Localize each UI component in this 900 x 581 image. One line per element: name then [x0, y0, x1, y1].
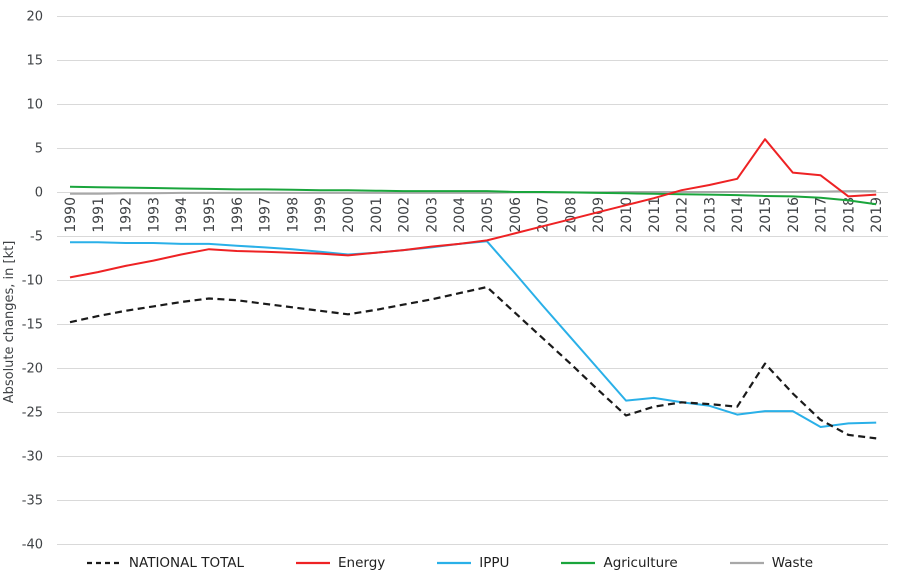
series-lines [69, 138, 877, 440]
y-axis-tick: 10 [26, 98, 43, 113]
legend-item-ippu: IPPU [437, 555, 509, 571]
x-axis-tick: 2006 [508, 197, 524, 233]
gridlines [57, 16, 888, 545]
x-axis-tick: 2019 [869, 197, 885, 233]
legend-label: NATIONAL TOTAL [128, 555, 245, 571]
ippu-line [70, 240, 877, 428]
legend-label: Waste [771, 555, 814, 571]
y-axis-tick: -35 [22, 494, 43, 509]
y-axis-title: Absolute changes, in [kt] [2, 241, 17, 404]
x-axis-tick: 1990 [63, 197, 79, 233]
x-axis-tick: 2010 [619, 197, 635, 233]
x-axis-tick: 2003 [424, 197, 440, 233]
energy-line [69, 138, 877, 279]
x-axis-tick: 2009 [591, 197, 607, 233]
x-axis-tick: 2002 [397, 197, 413, 233]
y-axis-tick: 20 [26, 10, 43, 25]
y-axis-tick: -20 [22, 362, 43, 377]
y-axis-tick: -5 [30, 230, 43, 245]
legend-marker-energy-line-icon [296, 561, 331, 565]
legend-label: Energy [338, 555, 386, 571]
x-axis-tick: 2017 [814, 197, 830, 233]
x-axis-tick: 2014 [730, 197, 746, 233]
x-axis-tick: 1995 [202, 197, 218, 233]
x-axis-tick: 2016 [786, 197, 802, 233]
x-axis-tick: 2013 [702, 197, 718, 233]
x-axis-tick: 2018 [841, 197, 857, 233]
y-axis-tick: -30 [22, 450, 43, 465]
y-axis-tick: -40 [22, 538, 43, 553]
legend-item-energy: Energy [296, 555, 385, 571]
x-axis-tick: 2011 [647, 197, 663, 233]
y-axis-tick: -25 [22, 406, 43, 421]
x-axis-tick-labels: 1990 1991 1992 1993 1994 1995 1996 1997 1998 1999… [63, 197, 885, 233]
y-axis-tick: 15 [26, 54, 43, 69]
legend-item-national-total: NATIONAL TOTAL [86, 555, 245, 571]
x-axis-tick: 2005 [480, 197, 496, 233]
x-axis-tick: 1997 [258, 197, 274, 233]
x-axis-tick: 2008 [563, 197, 579, 233]
legend-marker-agriculture-line-icon [561, 561, 596, 565]
agriculture-line [69, 185, 877, 206]
legend-item-agriculture: Agriculture [561, 555, 678, 571]
legend-marker-ippu-line-icon [437, 561, 472, 565]
x-axis-tick: 2007 [536, 197, 552, 233]
x-axis-tick: 1993 [146, 197, 162, 233]
chart-legend: NATIONAL TOTAL Energy IPPU Agriculture Waste [0, 549, 900, 577]
x-axis-tick: 2001 [369, 197, 385, 233]
y-axis-tick: -15 [22, 318, 43, 333]
x-axis-tick: 1996 [230, 197, 246, 233]
x-axis-tick: 1992 [119, 197, 135, 233]
x-axis-tick: 1999 [313, 197, 329, 233]
x-axis-tick: 1994 [174, 197, 190, 233]
legend-label: IPPU [479, 555, 510, 571]
y-axis-tick: 5 [35, 142, 43, 157]
legend-marker-waste-line-icon [729, 561, 764, 565]
x-axis-tick: 2004 [452, 197, 468, 233]
legend-label: Agriculture [603, 555, 678, 571]
y-axis-tick: -10 [22, 274, 43, 289]
legend-marker-national-total-line-icon [86, 561, 121, 565]
waste-line [70, 190, 877, 195]
x-axis-tick: 2000 [341, 197, 357, 233]
y-axis-tick: 0 [35, 186, 43, 201]
legend-item-waste: Waste [729, 555, 814, 571]
x-axis-tick: 2015 [758, 197, 774, 233]
x-axis-tick: 1991 [91, 197, 107, 233]
national-total-line [69, 285, 877, 440]
x-axis-tick: 2012 [675, 197, 691, 233]
y-axis-tick-labels: 20 15 10 5 0 -5 -10 -15 -20 -25 -30 -35 -40 [22, 10, 43, 553]
x-axis-tick: 1998 [285, 197, 301, 233]
